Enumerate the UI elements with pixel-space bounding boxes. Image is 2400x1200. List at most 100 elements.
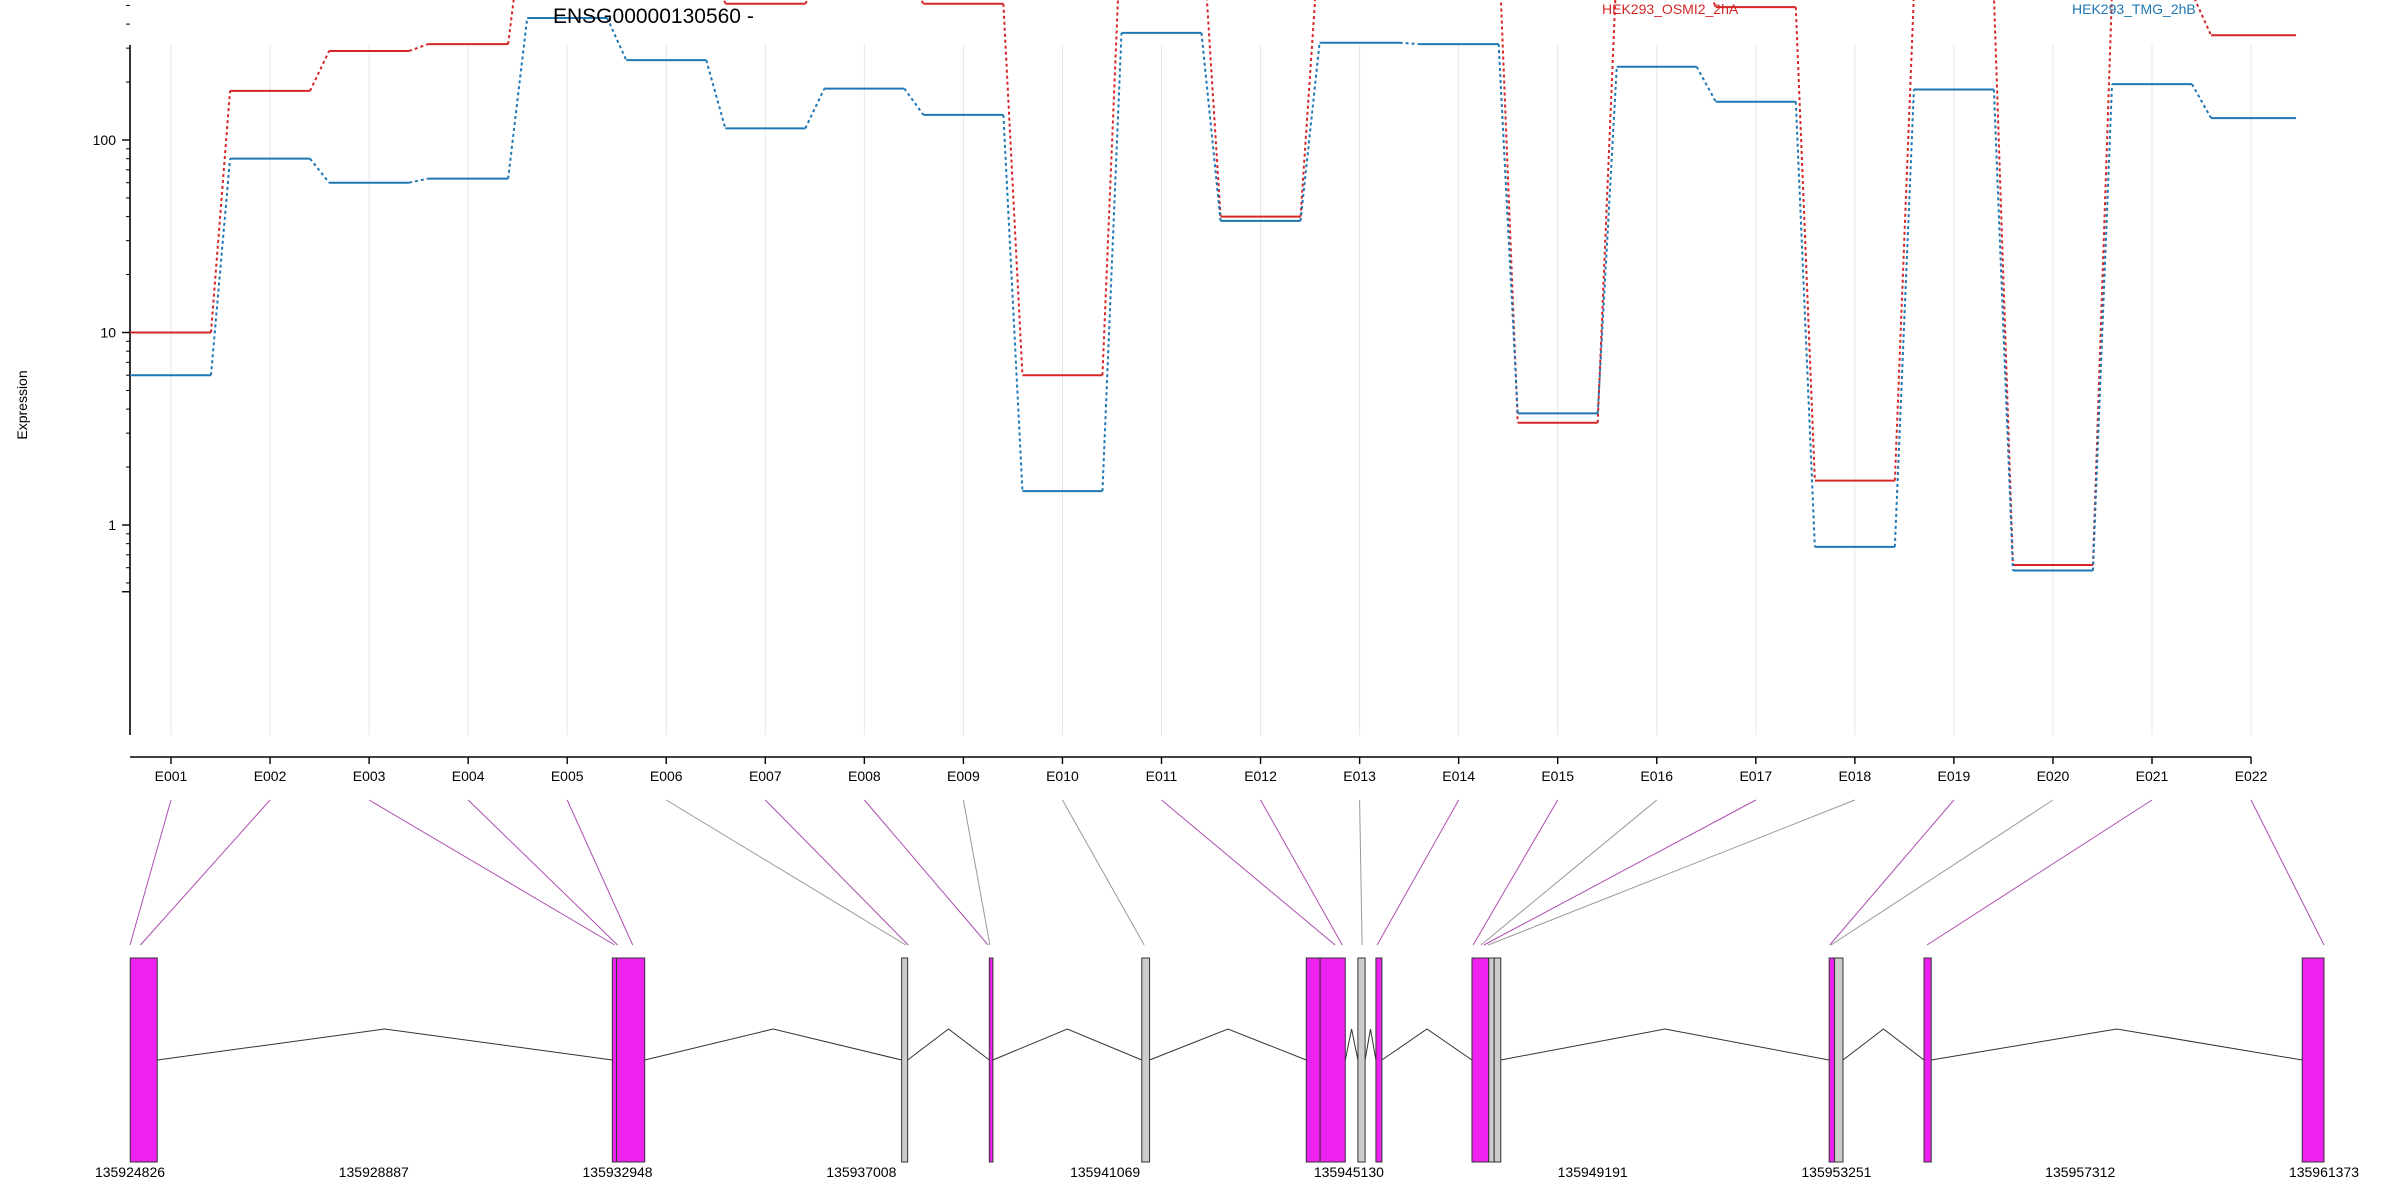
intron-line [157, 1028, 613, 1061]
series-2-transition [507, 17, 529, 179]
y-tick-label: 100 [93, 132, 117, 148]
series-2-transition [2091, 84, 2113, 571]
legend: HEK293_OSMI2_2hA HEK293_TMG_2hB [1602, 1, 2196, 17]
x-tick-label: E001 [155, 768, 188, 784]
x-axis: E001 E002 E003 E004 E005 E006 E007 E008 E009 E010… [130, 756, 2268, 784]
exon-block [1357, 957, 1366, 1163]
x-tick-label: E020 [2037, 768, 2070, 784]
coordinate-label: 135932948 [583, 1164, 653, 1180]
exon-block [611, 957, 618, 1163]
series-2-transition [1101, 32, 1123, 492]
series-2-transition [210, 158, 232, 376]
series-1-transition [920, 0, 925, 5]
intron-line [1842, 1028, 1925, 1061]
series-2-transition [705, 59, 727, 129]
x-tick-label: E014 [1442, 768, 1475, 784]
series-1-transition [408, 43, 429, 52]
intron-line [1344, 1028, 1359, 1061]
feature-connectors [129, 799, 2325, 946]
coordinate-label: 135961373 [2289, 1164, 2359, 1180]
gridlines [170, 45, 2252, 735]
series-2-transition [1695, 66, 1717, 103]
series-2-transition [309, 158, 330, 184]
x-tick-label: E017 [1739, 768, 1772, 784]
exon-block [616, 957, 646, 1163]
x-tick-label: E009 [947, 768, 980, 784]
x-tick-label: E013 [1343, 768, 1376, 784]
feature-connector [1472, 799, 1559, 946]
y-tick-label: 10 [100, 325, 116, 341]
x-tick-label: E002 [254, 768, 287, 784]
series-2-transition [804, 88, 826, 129]
series-1-transition [1794, 7, 1816, 481]
feature-connector [467, 799, 618, 946]
series-2-transition [408, 177, 429, 184]
series-1-transition [507, 0, 515, 45]
series-2-transition [1399, 41, 1419, 46]
coordinate-label: 135937008 [826, 1164, 896, 1180]
exon-block [1488, 957, 1495, 1163]
intron-line [992, 1028, 1142, 1061]
feature-connector [764, 799, 909, 946]
coordinate-label: 135949191 [1558, 1164, 1628, 1180]
x-tick-label: E010 [1046, 768, 1079, 784]
x-tick-label: E015 [1541, 768, 1574, 784]
x-tick-label: E004 [452, 768, 485, 784]
feature-connector [1830, 799, 2054, 946]
coordinate-label: 135953251 [1801, 1164, 1871, 1180]
x-tick-label: E012 [1244, 768, 1277, 784]
feature-connector [1480, 799, 1658, 946]
series-2-transition [606, 17, 628, 61]
x-tick-label: E006 [650, 768, 683, 784]
y-axis: 1101001000 [93, 4, 131, 735]
feature-connector [129, 799, 172, 946]
feature-connector [368, 799, 615, 946]
series-1-transition [210, 90, 232, 333]
feature-connector [1376, 799, 1460, 946]
series-2-transition [1893, 89, 1915, 547]
legend-entry-series-a: HEK293_OSMI2_2hA [1602, 1, 1739, 17]
coordinate-label: 135941069 [1070, 1164, 1140, 1180]
feature-connector [1483, 799, 1757, 946]
series-2-transition [2191, 83, 2212, 119]
coordinate-label: 135957312 [2045, 1164, 2115, 1180]
exon-block [1828, 957, 1836, 1163]
y-tick-label: 1 [108, 517, 116, 533]
feature-connector [1260, 799, 1343, 946]
exon-block [901, 957, 909, 1163]
series-1-transition [1205, 0, 1222, 217]
x-tick-label: E003 [353, 768, 386, 784]
exon-block [1923, 957, 1932, 1163]
series-1-transition [804, 0, 809, 5]
exon-block [988, 957, 994, 1163]
feature-connector [1487, 799, 1856, 946]
series-1-transition [1299, 0, 1317, 217]
feature-connector [1829, 799, 1955, 946]
y-axis-label: Expression [14, 370, 30, 439]
coordinate-label: 135924826 [95, 1164, 165, 1180]
exon-block [1471, 957, 1490, 1163]
intron-line [1364, 1028, 1377, 1061]
gene-model [129, 957, 2325, 1163]
x-tick-label: E021 [2136, 768, 2169, 784]
feature-connector [1062, 799, 1145, 946]
intron-line [644, 1028, 902, 1061]
coordinate-label: 135928887 [339, 1164, 409, 1180]
exon-block [1141, 957, 1151, 1163]
series-2-transition [1497, 44, 1519, 414]
legend-entry-series-b: HEK293_TMG_2hB [2072, 1, 2196, 17]
series-1-transition [723, 0, 727, 5]
series-1-transition [1499, 0, 1519, 423]
chart-title: ENSG00000130560 - [553, 5, 754, 28]
intron-line [1381, 1028, 1473, 1061]
exon-block [2301, 957, 2325, 1163]
series-1-transition [1596, 0, 1617, 423]
series-1-transition [2091, 0, 2113, 565]
series-1-transition [1893, 0, 1915, 481]
intron-line [1500, 1028, 1830, 1061]
series-2-transition [1299, 42, 1321, 221]
series-2-transition [1200, 32, 1222, 221]
feature-connector [2250, 799, 2325, 946]
feature-connector [1161, 799, 1336, 946]
